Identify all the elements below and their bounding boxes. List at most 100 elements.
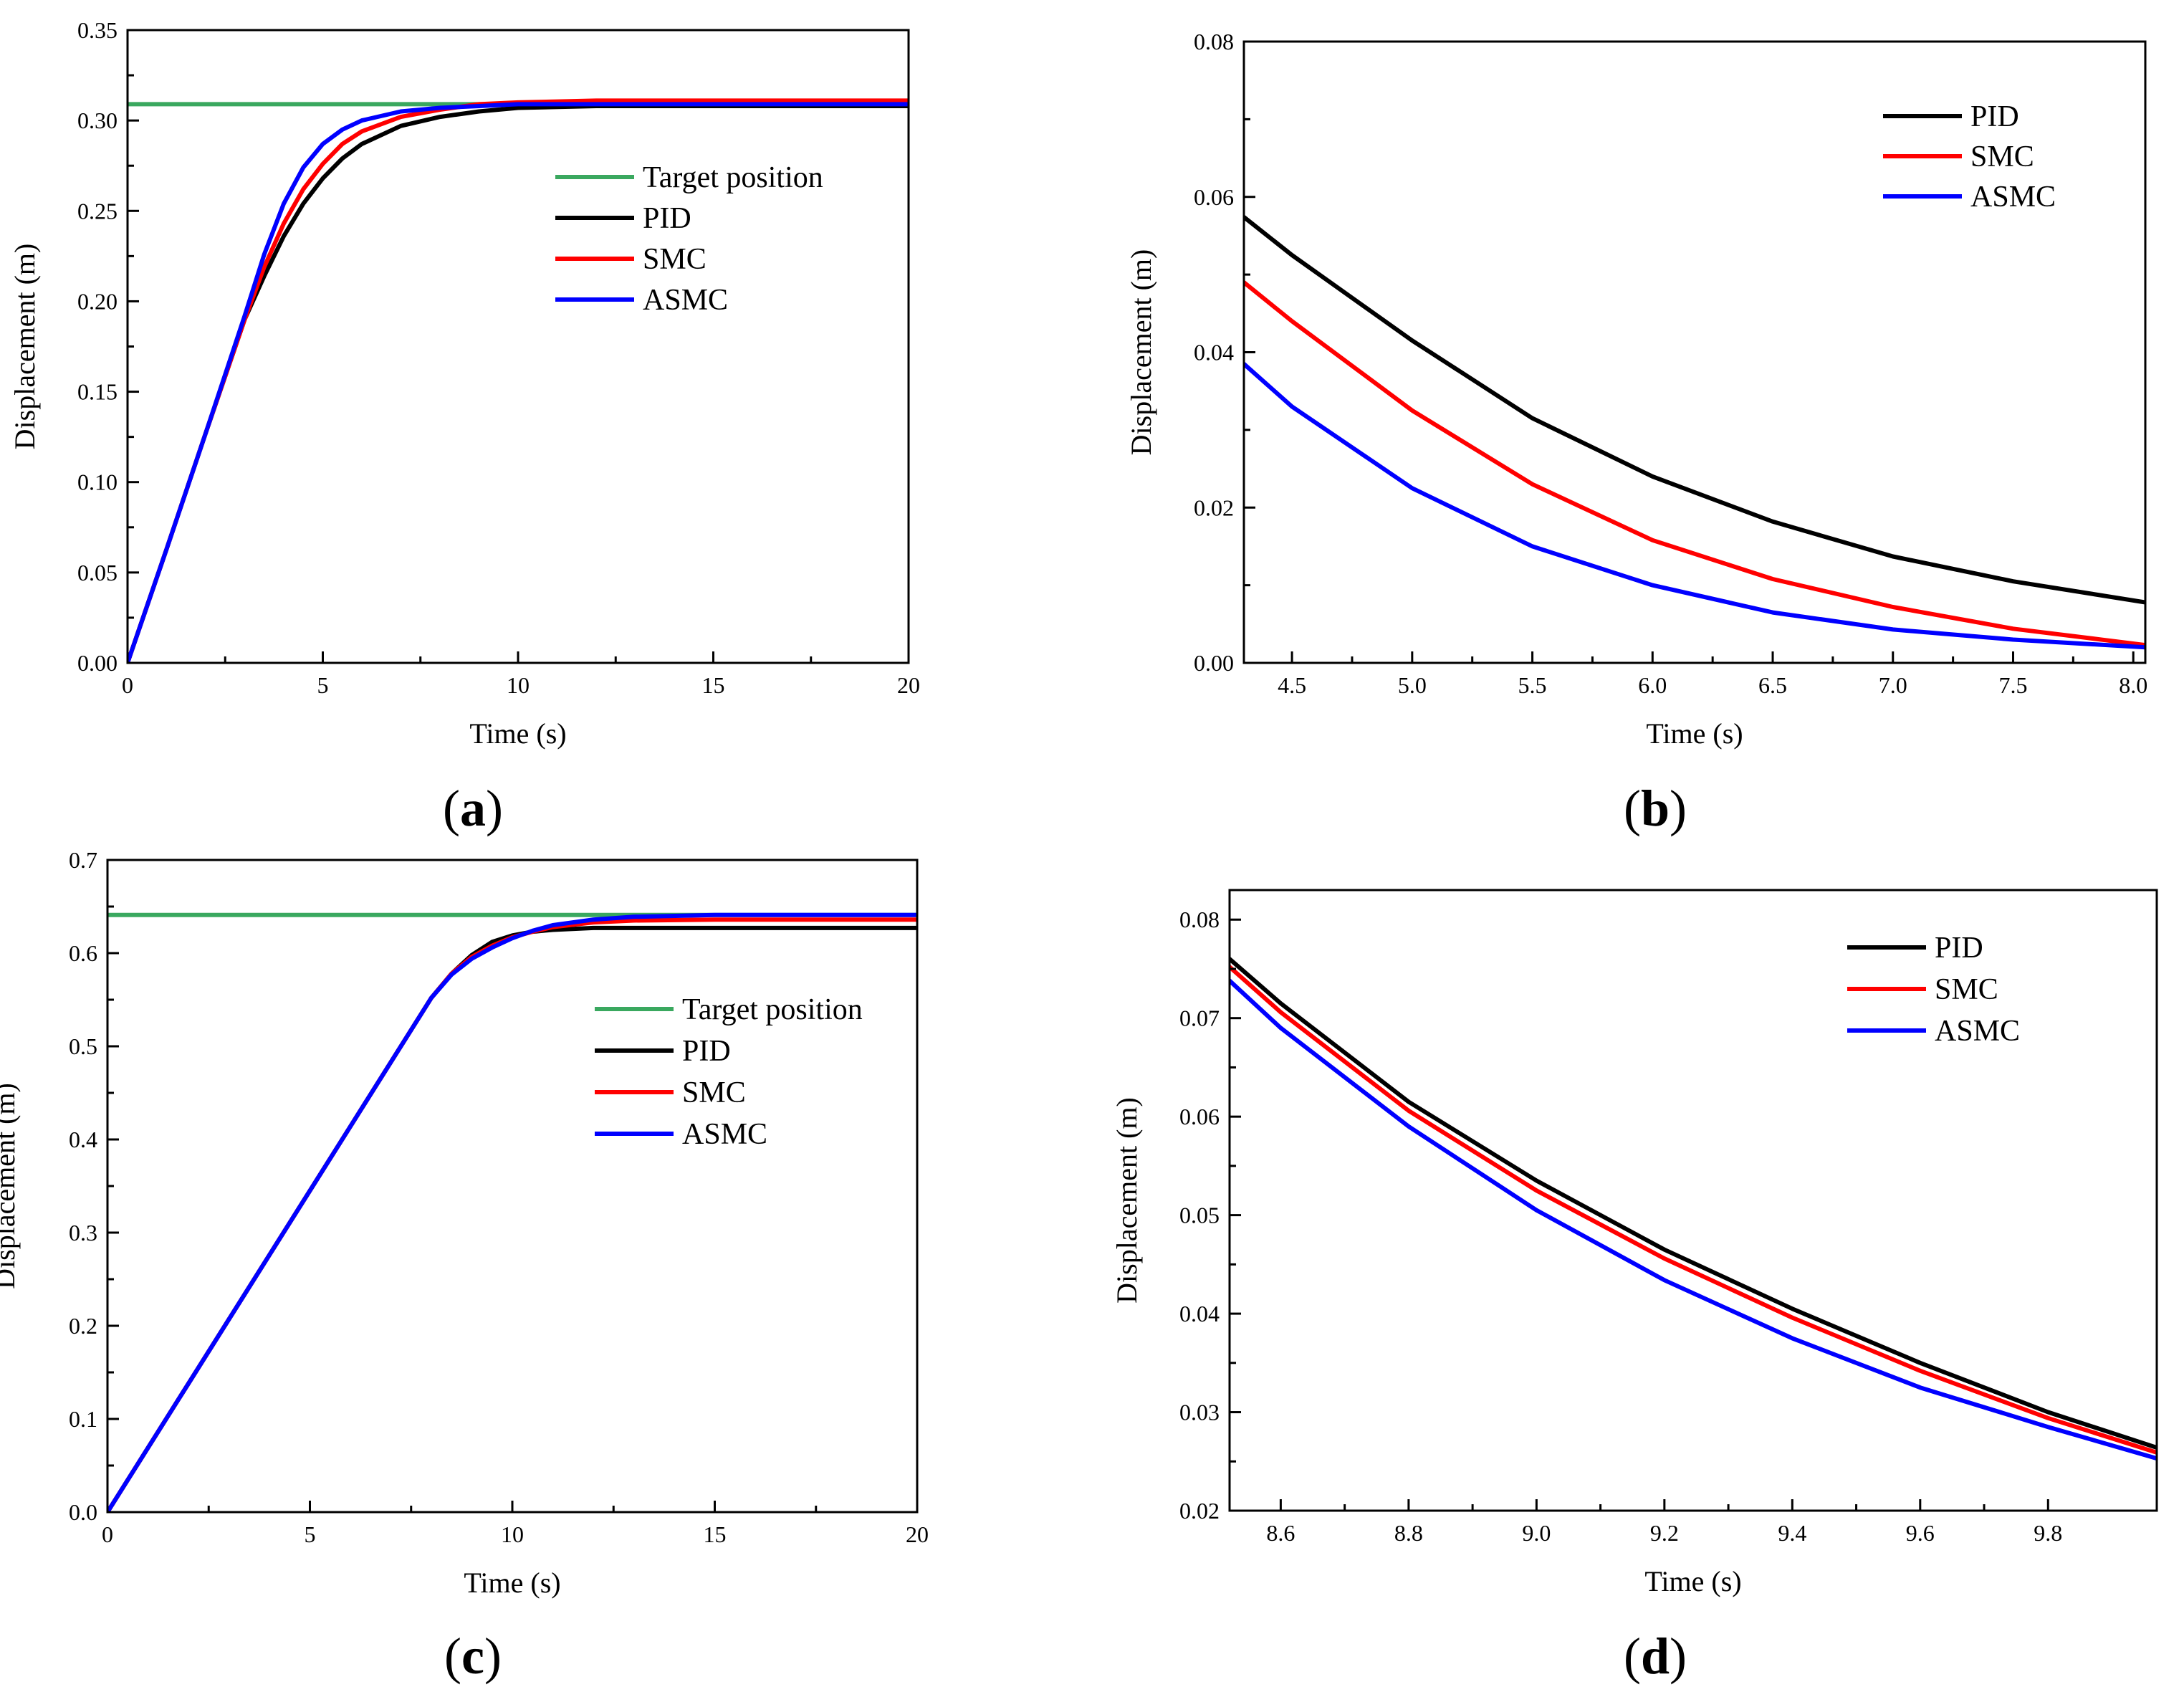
x-tick-label: 9.0 (1522, 1520, 1551, 1546)
y-tick-label: 0.02 (1194, 494, 1234, 520)
x-tick-label: 8.6 (1266, 1520, 1295, 1546)
x-tick-label: 5 (305, 1521, 316, 1547)
legend-label: ASMC (1970, 181, 2056, 214)
panel-letter: a (460, 780, 486, 837)
series-line-asmc (1244, 361, 2145, 650)
panel-label: (d) (1624, 1627, 1687, 1685)
legend: PID SMC ASMC (1847, 932, 2020, 1048)
series-line-smc (1230, 965, 2157, 1455)
legend: Target position PID SMC ASMC (555, 161, 823, 317)
y-tick-label: 0.1 (69, 1406, 97, 1432)
y-tick-label: 0.04 (1179, 1301, 1220, 1326)
legend-label: SMC (1935, 973, 1998, 1006)
legend-label: SMC (682, 1076, 746, 1109)
panel-letter: d (1641, 1627, 1670, 1685)
y-axis-title: Displacement (m) (1125, 249, 1157, 456)
x-axis-title: Time (s) (469, 717, 566, 750)
x-tick-label: 9.4 (1778, 1520, 1806, 1546)
y-tick-label: 0.03 (1179, 1400, 1220, 1425)
y-tick-label: 0.20 (77, 288, 118, 314)
x-axis-title: Time (s) (1646, 717, 1743, 750)
y-tick-label: 0.0 (69, 1499, 97, 1525)
plot-frame (1242, 40, 2147, 664)
panel-b: 4.5 5.0 5.5 6.0 6.5 7.0 7.5 8.0 0.00 0.02 0.04 0.06… (1125, 29, 2147, 837)
x-tick-label: 10 (507, 672, 530, 698)
legend-label: ASMC (682, 1118, 767, 1151)
x-tick-label: 20 (906, 1521, 929, 1547)
plot-frame (126, 29, 910, 664)
y-tick-label: 0.5 (69, 1033, 97, 1059)
legend-label: Target position (643, 161, 823, 194)
legend-label: PID (1935, 932, 1983, 965)
y-tick-label: 0.05 (1179, 1203, 1220, 1228)
y-tick-label: 0.10 (77, 469, 118, 495)
series-line-asmc (107, 912, 917, 1512)
panel-a: 0 5 10 15 20 0.00 0.05 0.10 0.15 0.20 0.25 0.30 0.35… (9, 17, 920, 837)
x-tick-label: 4.5 (1278, 672, 1306, 698)
legend: Target position PID SMC ASMC (595, 993, 863, 1151)
panel-label: (a) (443, 780, 503, 837)
series-line-asmc (128, 102, 909, 663)
y-tick-label: 0.00 (77, 650, 118, 676)
x-tick-label: 6.0 (1638, 672, 1667, 698)
x-axis-title: Time (s) (1644, 1565, 1741, 1597)
legend-label: PID (682, 1035, 731, 1068)
panel-letter: c (461, 1627, 484, 1685)
legend: PID SMC ASMC (1883, 100, 2056, 214)
legend-label: ASMC (643, 284, 728, 317)
x-tick-label: 8.0 (2119, 672, 2147, 698)
y-tick-label: 0.30 (77, 107, 118, 133)
y-tick-label: 0.3 (69, 1220, 97, 1246)
y-tick-label: 0.35 (77, 17, 118, 43)
y-tick-label: 0.04 (1194, 340, 1234, 365)
series-line-pid (1230, 957, 2157, 1450)
x-tick-label: 20 (897, 672, 920, 698)
x-tick-label: 9.2 (1650, 1520, 1679, 1546)
y-tick-label: 0.07 (1179, 1005, 1220, 1031)
x-tick-label: 15 (702, 672, 725, 698)
x-tick-label: 8.8 (1394, 1520, 1423, 1546)
legend-label: PID (643, 202, 691, 235)
y-axis-title: Displacement (m) (0, 1083, 21, 1289)
x-tick-label: 0 (102, 1521, 113, 1547)
plot-frame (106, 859, 919, 1514)
legend-label: SMC (1970, 140, 2034, 173)
y-tick-label: 0.05 (77, 560, 118, 585)
x-tick-label: 9.8 (2034, 1520, 2062, 1546)
x-tick-label: 7.0 (1879, 672, 1907, 698)
x-tick-label: 7.5 (1998, 672, 2027, 698)
panel-d: 8.6 8.8 9.0 9.2 9.4 9.6 9.8 0.02 0.03 0.04 0.05 0.0… (1111, 889, 2158, 1685)
y-tick-label: 0.6 (69, 940, 97, 966)
x-tick-label: 5.5 (1518, 672, 1547, 698)
panel-label: (b) (1624, 780, 1687, 837)
y-tick-label: 0.08 (1179, 907, 1220, 932)
legend-label: PID (1970, 100, 2019, 133)
y-tick-label: 0.2 (69, 1313, 97, 1339)
series-line-pid (1244, 214, 2145, 605)
x-tick-label: 10 (501, 1521, 524, 1547)
x-tick-label: 5.0 (1398, 672, 1427, 698)
y-tick-label: 0.02 (1179, 1498, 1220, 1524)
y-tick-label: 0.4 (69, 1127, 97, 1152)
legend-label: SMC (643, 243, 707, 276)
legend-label: ASMC (1935, 1015, 2020, 1048)
x-tick-label: 0 (122, 672, 133, 698)
y-tick-label: 0.15 (77, 379, 118, 405)
panel-label: (c) (444, 1627, 502, 1685)
x-tick-label: 9.6 (1906, 1520, 1935, 1546)
y-tick-label: 0.08 (1194, 29, 1234, 54)
y-tick-label: 0.06 (1194, 184, 1234, 210)
x-axis-title: Time (s) (464, 1567, 560, 1599)
panel-c: 0 5 10 15 20 0.0 0.1 0.2 0.3 0.4 0.5 0.6 0.7 Time (s)… (0, 847, 929, 1685)
y-tick-label: 0.06 (1179, 1104, 1220, 1129)
y-tick-label: 0.7 (69, 847, 97, 873)
series-line-smc (1244, 280, 2145, 648)
y-axis-title: Displacement (m) (9, 244, 41, 450)
legend-label: Target position (682, 993, 863, 1026)
x-tick-label: 6.5 (1758, 672, 1787, 698)
panel-letter: b (1641, 780, 1670, 837)
y-tick-label: 0.00 (1194, 650, 1234, 676)
plot-frame (1228, 889, 2158, 1512)
series-line-asmc (1230, 978, 2157, 1461)
